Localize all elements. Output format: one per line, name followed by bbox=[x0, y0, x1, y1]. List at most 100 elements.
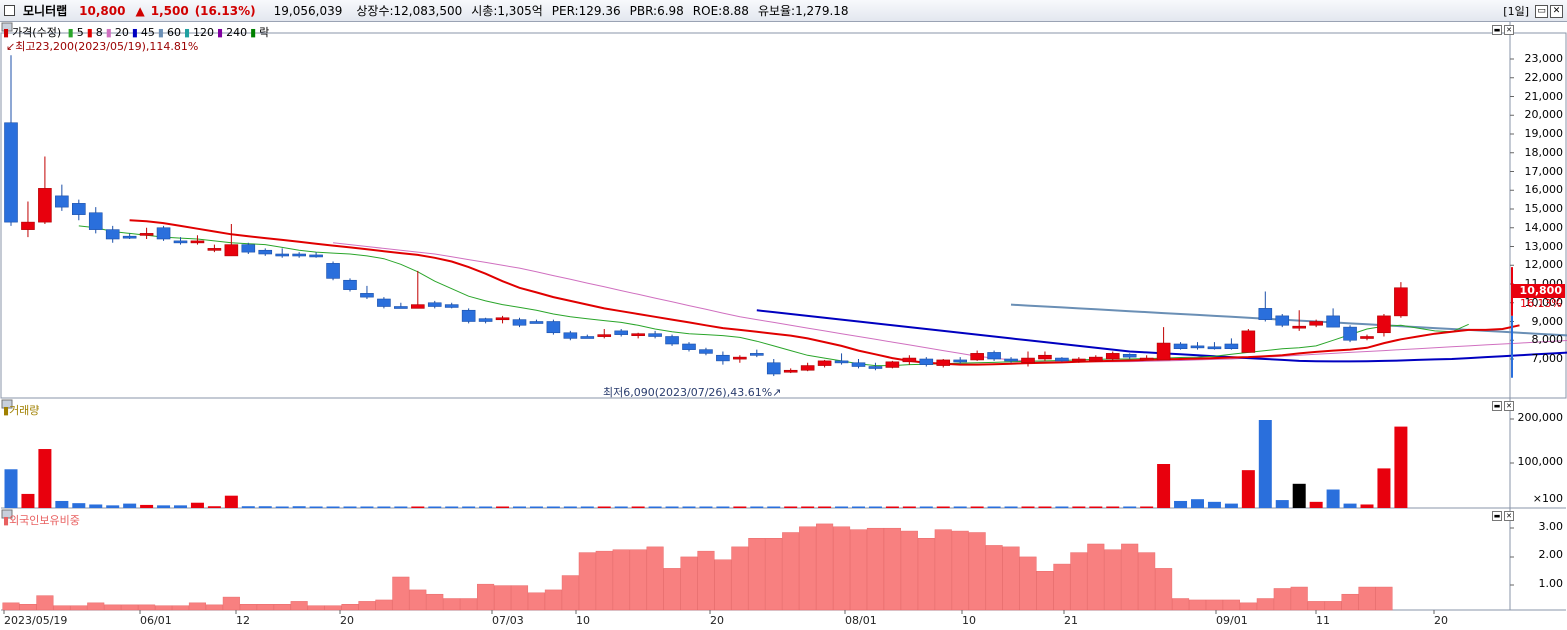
foreign-bar bbox=[1358, 586, 1376, 611]
candle bbox=[1038, 354, 1052, 360]
candle bbox=[309, 254, 323, 258]
stock-chart[interactable] bbox=[0, 22, 1567, 630]
legend-ma-marker: ▮ bbox=[183, 26, 191, 39]
volume-bar bbox=[292, 506, 306, 508]
volume-bar bbox=[360, 506, 374, 508]
volume-pane-close-icon[interactable]: ✕ bbox=[1504, 401, 1514, 411]
close-icon[interactable]: ✕ bbox=[1550, 4, 1563, 18]
candle bbox=[614, 330, 629, 335]
volume-bar bbox=[546, 506, 560, 508]
candle bbox=[478, 318, 493, 322]
date-tick: 09/01 bbox=[1216, 614, 1248, 627]
candle bbox=[953, 359, 968, 363]
volume-bar bbox=[309, 506, 323, 508]
foreign-bar bbox=[494, 585, 512, 611]
candle bbox=[512, 319, 527, 326]
legend-ma-label[interactable]: 240 bbox=[226, 26, 248, 39]
ma20-line bbox=[333, 242, 1567, 363]
candle bbox=[1021, 357, 1035, 364]
legend-ma-label[interactable]: 락 bbox=[259, 26, 270, 39]
candle bbox=[190, 240, 205, 244]
candle bbox=[529, 321, 544, 324]
foreign-bar bbox=[2, 602, 20, 611]
foreign-bar bbox=[1273, 588, 1291, 611]
volume-bar bbox=[750, 506, 764, 508]
legend-ma-label[interactable]: 120 bbox=[193, 26, 215, 39]
volume-pane-min-icon[interactable]: ▬ bbox=[1492, 401, 1502, 411]
price-pane-min-icon[interactable]: ▬ bbox=[1492, 25, 1502, 35]
price-axis-tick: 23,000 bbox=[1524, 52, 1564, 65]
volume-bar bbox=[377, 506, 391, 508]
volume-bar bbox=[1309, 501, 1323, 508]
volume-bar bbox=[207, 506, 221, 508]
candle bbox=[343, 279, 357, 290]
volume-bar bbox=[631, 506, 645, 508]
foreign-bar bbox=[358, 601, 376, 611]
volume-bar bbox=[784, 506, 798, 508]
legend-price-label[interactable]: 가격(수정) bbox=[12, 26, 62, 39]
foreign-bar bbox=[968, 532, 986, 611]
legend-ma-label[interactable]: 5 bbox=[76, 26, 84, 39]
foreign-bar bbox=[222, 596, 240, 611]
candle bbox=[4, 122, 18, 223]
select-checkbox[interactable] bbox=[4, 5, 15, 16]
volume-bar bbox=[1157, 464, 1171, 508]
foreign-axis-3: 3.00 bbox=[1538, 520, 1564, 533]
foreign-bar bbox=[646, 546, 664, 611]
candle bbox=[597, 334, 612, 337]
foreign-bar bbox=[239, 604, 257, 611]
volume-bar bbox=[716, 506, 730, 508]
volume-bar bbox=[1038, 506, 1052, 508]
volume-bar bbox=[1224, 503, 1238, 508]
candle bbox=[699, 349, 713, 354]
legend-ma-label[interactable]: 45 bbox=[140, 26, 155, 39]
price-axis-tick: 16,000 bbox=[1524, 183, 1564, 197]
volume-bar bbox=[885, 506, 899, 508]
foreign-bar bbox=[765, 538, 783, 611]
foreign-bar bbox=[70, 605, 88, 611]
candle bbox=[1122, 354, 1137, 358]
legend-ma-label[interactable]: 60 bbox=[166, 26, 181, 39]
price-axis-tick: 10,000 bbox=[1524, 295, 1564, 309]
foreign-bar bbox=[748, 538, 766, 611]
volume-bar bbox=[597, 506, 611, 508]
legend-ma-marker: ▮ bbox=[105, 26, 112, 39]
period-selector[interactable]: [1일] bbox=[1503, 5, 1529, 18]
foreign-bar bbox=[1324, 601, 1342, 611]
volume-bar bbox=[275, 506, 289, 508]
price-pane-close-icon[interactable]: ✕ bbox=[1504, 25, 1514, 35]
legend-price-marker: ▮ bbox=[3, 26, 10, 39]
date-tick: 20 bbox=[1434, 614, 1448, 627]
foreign-pane-min-icon[interactable]: ▬ bbox=[1492, 511, 1502, 521]
candle bbox=[817, 360, 832, 366]
price-axis-tick: 15,000 bbox=[1524, 202, 1564, 215]
candle bbox=[1343, 326, 1357, 341]
price-pane-handle bbox=[1, 22, 13, 32]
volume-bar bbox=[106, 505, 120, 508]
legend-ma-marker: ▮ bbox=[86, 26, 93, 39]
foreign-bar bbox=[443, 598, 461, 611]
volume-bar bbox=[326, 506, 340, 508]
foreign-axis-2: 2.00 bbox=[1538, 548, 1564, 561]
legend-ma-label[interactable]: 20 bbox=[114, 26, 129, 39]
foreign-bar bbox=[1138, 552, 1156, 611]
candle bbox=[1377, 315, 1391, 334]
volume-bar bbox=[1191, 499, 1204, 508]
candle bbox=[326, 263, 340, 279]
ma5-line bbox=[78, 225, 1469, 367]
candle bbox=[1190, 345, 1205, 349]
legend-ma-label[interactable]: 8 bbox=[95, 26, 103, 39]
candle bbox=[173, 240, 188, 244]
foreign-pane-close-icon[interactable]: ✕ bbox=[1504, 511, 1514, 521]
candle bbox=[580, 336, 595, 339]
volume-bar bbox=[157, 505, 171, 508]
price-axis-tick: 9,000 bbox=[1531, 314, 1564, 328]
window-restore-icon[interactable]: ▭ bbox=[1535, 4, 1548, 18]
volume-bar bbox=[479, 506, 493, 508]
price-axis-tick: 19,000 bbox=[1524, 127, 1564, 140]
volume-axis-200k: 200,000 bbox=[1517, 411, 1564, 424]
candle bbox=[987, 352, 1001, 360]
foreign-bar bbox=[1341, 593, 1359, 611]
price-axis-tick: 20,000 bbox=[1524, 108, 1564, 122]
volume-bar bbox=[1275, 500, 1289, 508]
